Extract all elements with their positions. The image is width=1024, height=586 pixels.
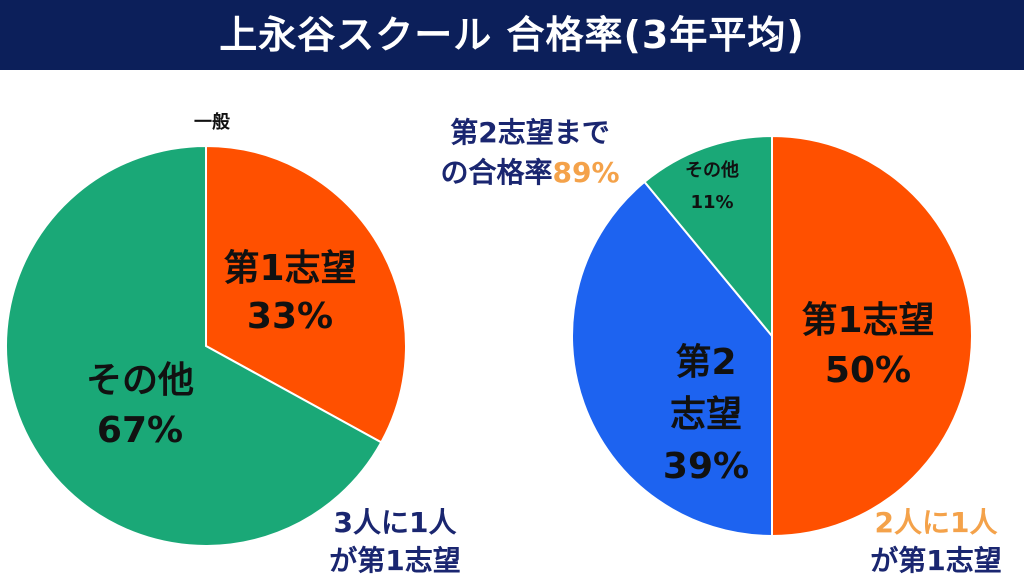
annotation2-line1: 2人に1人 bbox=[875, 506, 998, 539]
slice-label-other: その他 bbox=[86, 360, 194, 401]
slice-value-other-2: 11% bbox=[690, 192, 733, 213]
pie-second-slice-0 bbox=[771, 134, 973, 538]
annotation-top-line2: の合格率89% bbox=[440, 156, 619, 189]
pie-general-slice-1 bbox=[5, 144, 383, 547]
annotation-top-value: 89% bbox=[552, 156, 619, 189]
pie-second-slice-2 bbox=[643, 134, 773, 339]
annotation-top-line1: 第2志望まで bbox=[450, 116, 609, 149]
annotation2-line2: が第1志望 bbox=[870, 544, 1001, 577]
slice-value-second-choice: 39% bbox=[663, 446, 749, 487]
slice-label-second-choice-l1: 第2 bbox=[675, 342, 736, 383]
pie-second: 第2志望まで の合格率89% その他 11% 第1志望 50% 第2 志望 39… bbox=[440, 116, 1001, 577]
annotation-line1: 3人に1人 bbox=[334, 506, 457, 539]
slice-value-first-choice: 33% bbox=[247, 296, 333, 337]
annotation-line2: が第1志望 bbox=[329, 544, 460, 577]
pie-general-title: 一般 bbox=[194, 111, 230, 133]
slice-value-first-choice-2: 50% bbox=[825, 350, 911, 391]
pie-general: 一般 第1志望 33% その他 67% 3人に1人 が第1志望 bbox=[5, 111, 461, 577]
annotation-top-prefix: の合格率 bbox=[440, 156, 552, 189]
pie-charts: 一般 第1志望 33% その他 67% 3人に1人 が第1志望 第2志望まで の… bbox=[5, 111, 1002, 577]
slice-label-other-2: その他 bbox=[685, 159, 739, 181]
pie-general-slice-0 bbox=[205, 144, 407, 444]
slice-label-first-choice: 第1志望 bbox=[223, 248, 356, 289]
slice-label-first-choice-2: 第1志望 bbox=[801, 300, 934, 341]
pie-second-slice-1 bbox=[571, 180, 773, 538]
title-banner bbox=[0, 0, 1024, 70]
slice-label-second-choice-l2: 志望 bbox=[670, 394, 742, 435]
page-title: 上永谷スクール 合格率(3年平均) bbox=[219, 13, 805, 57]
slice-value-other: 67% bbox=[97, 410, 183, 451]
